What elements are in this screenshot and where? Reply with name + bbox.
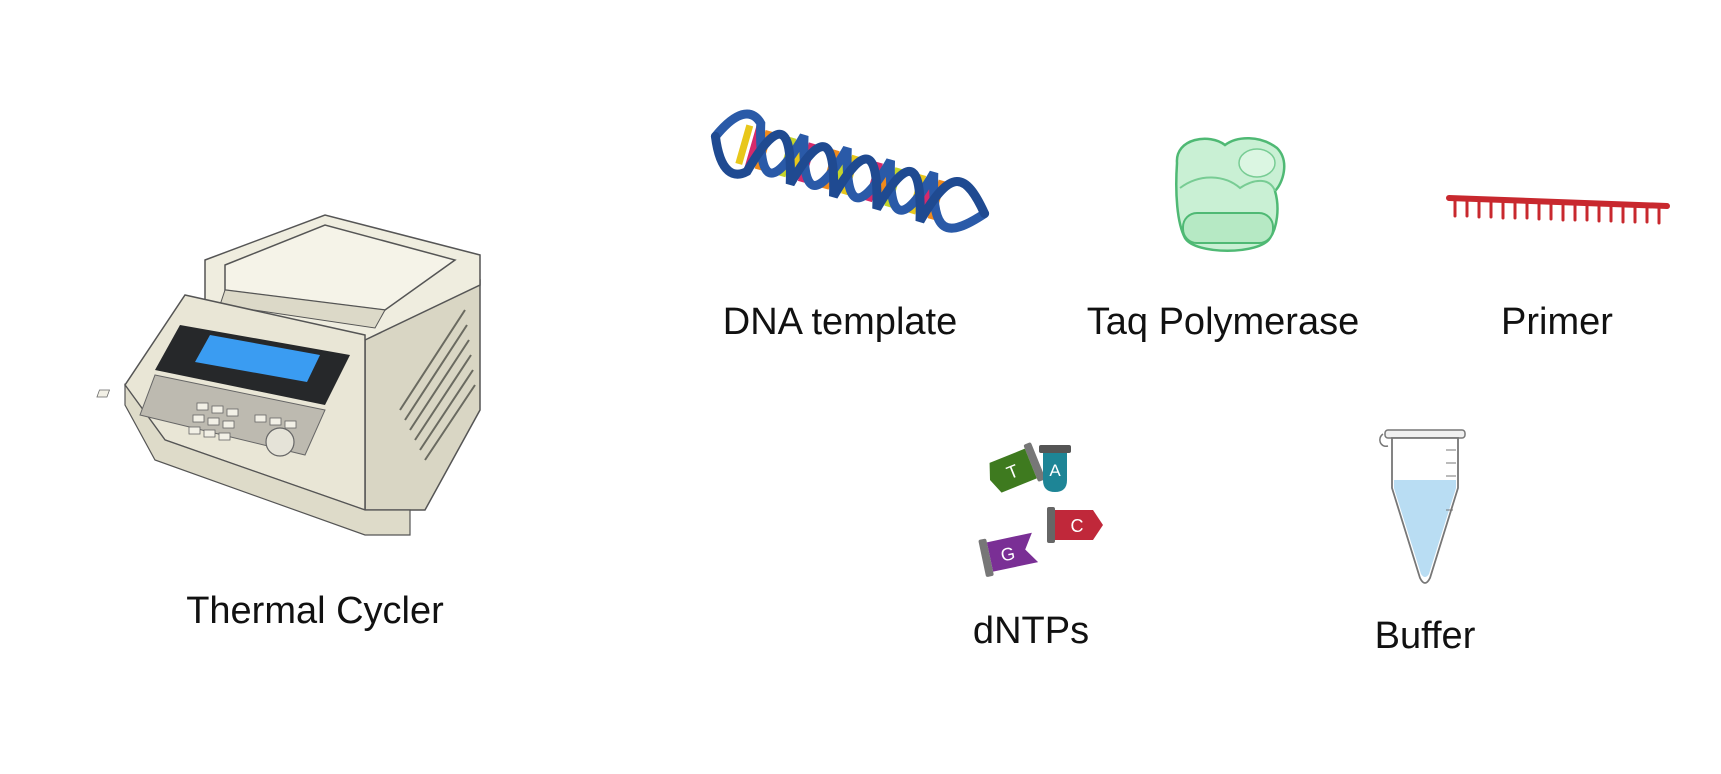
dna-helix-icon: [710, 109, 990, 233]
primer-icon: [1446, 195, 1670, 225]
thermal-cycler-icon: [96, 214, 481, 536]
taq-polymerase-label: Taq Polymerase: [1086, 301, 1360, 343]
primer-label: Primer: [1501, 301, 1613, 343]
svg-text:A: A: [1049, 461, 1061, 480]
nucleotide-g-icon: G: [978, 532, 1039, 577]
microcentrifuge-tube-icon: [1379, 429, 1466, 584]
svg-text:C: C: [1071, 516, 1084, 536]
dntps-label: dNTPs: [972, 610, 1090, 652]
buffer-label: Buffer: [1374, 615, 1476, 657]
thermal-cycler-label: Thermal Cycler: [186, 590, 444, 632]
enzyme-icon: [1175, 137, 1286, 252]
nucleotide-c-icon: C: [1047, 507, 1103, 543]
nucleotide-t-icon: T: [989, 442, 1046, 493]
svg-text:G: G: [999, 543, 1017, 565]
nucleotide-a-icon: A: [1039, 445, 1071, 492]
nucleotides-icon: T A C G: [978, 442, 1103, 577]
dna-template-label: DNA template: [722, 301, 958, 343]
